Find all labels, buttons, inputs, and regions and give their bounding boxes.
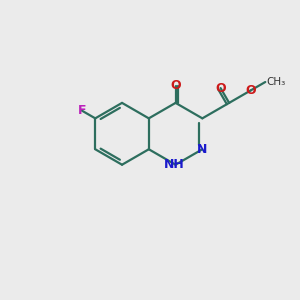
Text: O: O xyxy=(170,79,181,92)
Text: F: F xyxy=(78,104,86,117)
Text: N: N xyxy=(197,143,208,156)
Text: O: O xyxy=(215,82,226,94)
Text: O: O xyxy=(245,84,256,97)
Text: NH: NH xyxy=(164,158,184,171)
Text: CH₃: CH₃ xyxy=(267,77,286,87)
